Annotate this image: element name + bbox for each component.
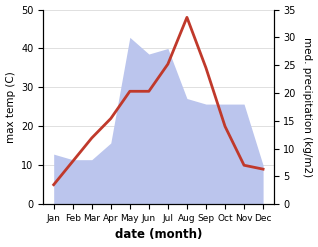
X-axis label: date (month): date (month) [115, 228, 202, 242]
Y-axis label: max temp (C): max temp (C) [5, 71, 16, 143]
Y-axis label: med. precipitation (kg/m2): med. precipitation (kg/m2) [302, 37, 313, 177]
